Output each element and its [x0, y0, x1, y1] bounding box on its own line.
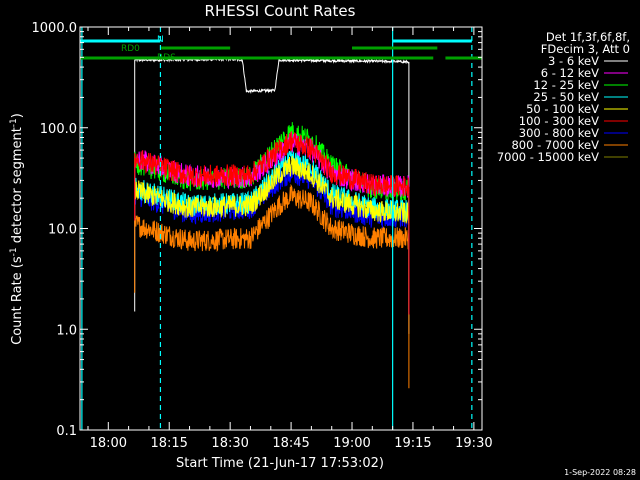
x-tick-label: 18:30 — [211, 436, 248, 451]
y-tick-label: 10.0 — [48, 223, 77, 238]
series-line — [134, 183, 410, 389]
x-tick-label: 18:45 — [272, 436, 309, 451]
flag-label-rds: RDS — [157, 53, 176, 63]
x-tick-label: 19:00 — [333, 436, 370, 451]
vertical-markers-group — [81, 27, 473, 430]
y-axis-label-tail: detector segment — [10, 127, 25, 247]
series-line — [134, 131, 410, 315]
footer-date: 1-Sep-2022 08:28 — [564, 468, 636, 477]
y-axis: 0.1 1.0 10.0 100.0 1000.0 — [32, 21, 482, 439]
flags-group: N RD0 RDS — [80, 35, 482, 63]
flag-label-rd0: RD0 — [121, 44, 140, 54]
x-axis: 18:00 18:15 18:30 18:45 19:00 19:15 19:30 — [87, 27, 493, 451]
y-axis-label-main: Count Rate (s — [10, 256, 25, 345]
legend-entry-label: 50 - 100 keV — [526, 102, 599, 116]
flag-label-n: N — [157, 35, 164, 45]
legend: Det 1f,3f,6f,8f, FDecim 3, Att 0 3 - 6 k… — [497, 30, 630, 164]
legend-entry-label: 100 - 300 keV — [519, 114, 599, 128]
y-tick-label: 1000.0 — [32, 21, 78, 36]
y-axis-label: Count Rate (s-1 detector segment-1) — [9, 113, 25, 345]
legend-entry-label: 3 - 6 keV — [548, 54, 599, 68]
legend-entry-label: 12 - 25 keV — [533, 78, 599, 92]
x-axis-label: Start Time (21-Jun-17 17:53:02) — [176, 456, 384, 471]
legend-entry-label: 6 - 12 keV — [541, 66, 599, 80]
x-tick-label: 18:15 — [150, 436, 187, 451]
y-tick-label: 1.0 — [56, 323, 77, 338]
legend-header-line-2: FDecim 3, Att 0 — [541, 42, 630, 56]
legend-entry-label: 800 - 7000 keV — [511, 138, 599, 152]
chart-title: RHESSI Count Rates — [205, 2, 356, 20]
y-axis-label-sup2: -1 — [9, 118, 19, 127]
y-axis-label-end: ) — [10, 113, 25, 118]
y-axis-label-sup: -1 — [9, 247, 19, 256]
x-tick-label: 19:30 — [455, 436, 492, 451]
y-tick-label: 0.1 — [56, 424, 77, 439]
plot-series-group — [134, 56, 410, 389]
series-line — [134, 56, 410, 334]
series-line — [134, 155, 410, 315]
legend-entry-label: 300 - 800 keV — [519, 126, 599, 140]
y-tick-label: 100.0 — [40, 122, 77, 137]
x-tick-label: 18:00 — [90, 436, 127, 451]
legend-header-line-1: Det 1f,3f,6f,8f, — [546, 30, 630, 44]
legend-entry-label: 7000 - 15000 keV — [497, 150, 599, 164]
x-tick-label: 19:15 — [394, 436, 431, 451]
legend-entry-label: 25 - 50 keV — [533, 90, 599, 104]
